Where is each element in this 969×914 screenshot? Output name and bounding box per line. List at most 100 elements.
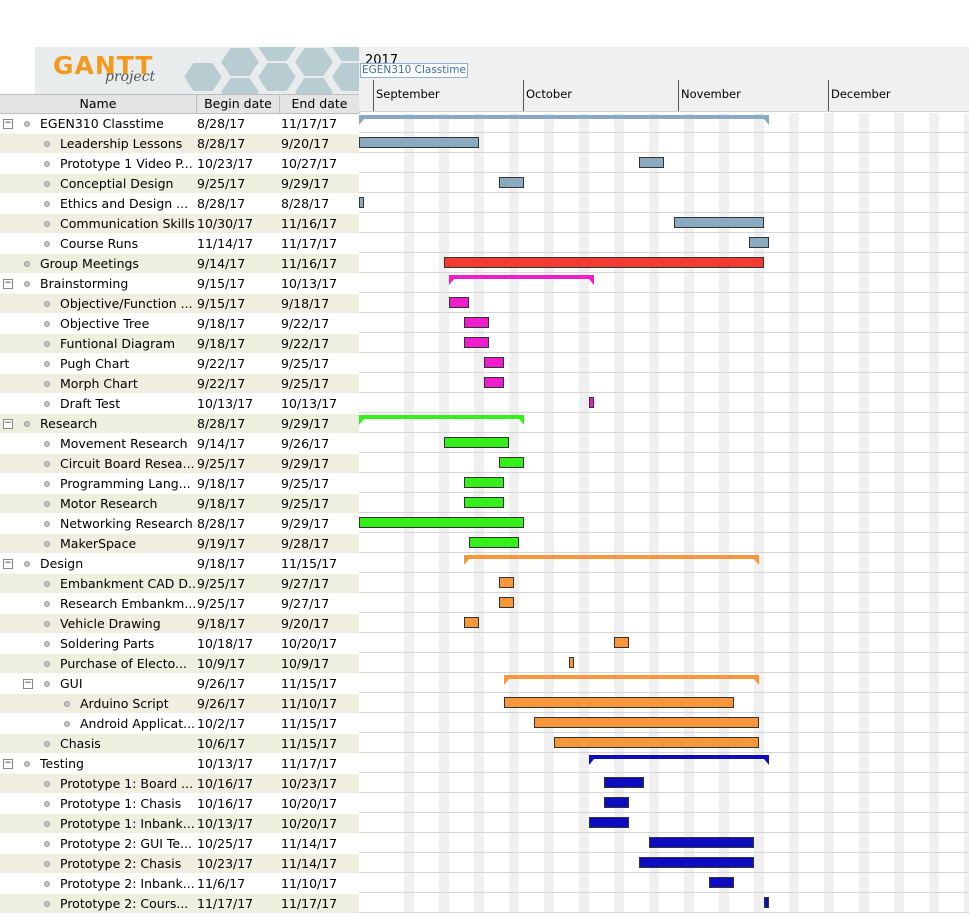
summary-bar[interactable]: [359, 115, 769, 125]
task-row[interactable]: − Brainstorming 9/15/17 10/13/17: [0, 274, 359, 294]
task-begin-date[interactable]: 9/25/17: [197, 176, 246, 191]
task-end-date[interactable]: 11/17/17: [281, 236, 338, 251]
task-row[interactable]: Leadership Lessons 8/28/17 9/20/17: [0, 134, 359, 154]
task-bar[interactable]: [589, 817, 629, 828]
task-name[interactable]: Funtional Diagram: [60, 336, 176, 351]
task-begin-date[interactable]: 11/6/17: [197, 876, 246, 891]
task-row[interactable]: Networking Research 8/28/17 9/29/17: [0, 514, 359, 534]
task-bar[interactable]: [359, 197, 364, 208]
task-end-date[interactable]: 10/13/17: [281, 396, 338, 411]
task-end-date[interactable]: 9/27/17: [281, 576, 330, 591]
task-end-date[interactable]: 9/25/17: [281, 376, 330, 391]
task-row[interactable]: Vehicle Drawing 9/18/17 9/20/17: [0, 614, 359, 634]
task-name[interactable]: Morph Chart: [60, 376, 138, 391]
task-bar[interactable]: [639, 857, 754, 868]
task-begin-date[interactable]: 11/17/17: [197, 896, 254, 911]
task-bar[interactable]: [484, 357, 504, 368]
collapse-toggle-icon[interactable]: −: [3, 278, 13, 289]
task-end-date[interactable]: 11/16/17: [281, 216, 338, 231]
task-end-date[interactable]: 11/10/17: [281, 876, 338, 891]
task-row[interactable]: Morph Chart 9/22/17 9/25/17: [0, 374, 359, 394]
task-begin-date[interactable]: 10/6/17: [197, 736, 246, 751]
task-row[interactable]: Objective Tree 9/18/17 9/22/17: [0, 314, 359, 334]
task-begin-date[interactable]: 10/30/17: [197, 216, 254, 231]
task-begin-date[interactable]: 10/23/17: [197, 856, 254, 871]
task-bar[interactable]: [639, 157, 664, 168]
task-begin-date[interactable]: 10/18/17: [197, 636, 254, 651]
collapse-toggle-icon[interactable]: −: [3, 418, 13, 429]
task-end-date[interactable]: 11/15/17: [281, 676, 338, 691]
collapse-toggle-icon[interactable]: −: [23, 678, 33, 689]
task-bar[interactable]: [674, 217, 764, 228]
task-row[interactable]: Circuit Board Resea... 9/25/17 9/29/17: [0, 454, 359, 474]
task-row[interactable]: − GUI 9/26/17 11/15/17: [0, 674, 359, 694]
task-row[interactable]: Pugh Chart 9/22/17 9/25/17: [0, 354, 359, 374]
task-begin-date[interactable]: 10/13/17: [197, 756, 254, 771]
task-name[interactable]: Objective Tree: [60, 316, 150, 331]
task-begin-date[interactable]: 10/2/17: [197, 716, 246, 731]
task-name[interactable]: Android Applicat...: [80, 716, 196, 731]
task-bar[interactable]: [484, 377, 504, 388]
task-bar[interactable]: [604, 777, 644, 788]
task-begin-date[interactable]: 9/18/17: [197, 336, 246, 351]
task-end-date[interactable]: 9/20/17: [281, 136, 330, 151]
task-bar[interactable]: [534, 717, 759, 728]
task-row[interactable]: Programming Lang... 9/18/17 9/25/17: [0, 474, 359, 494]
task-name[interactable]: GUI: [60, 676, 83, 691]
task-end-date[interactable]: 9/27/17: [281, 596, 330, 611]
task-row[interactable]: Prototype 2: Chasis 10/23/17 11/14/17: [0, 854, 359, 874]
task-name[interactable]: Prototype 1: Inbank...: [60, 816, 195, 831]
task-row[interactable]: Objective/Function ... 9/15/17 9/18/17: [0, 294, 359, 314]
task-bar[interactable]: [504, 697, 734, 708]
task-end-date[interactable]: 9/29/17: [281, 516, 330, 531]
task-end-date[interactable]: 11/17/17: [281, 756, 338, 771]
task-begin-date[interactable]: 9/25/17: [197, 456, 246, 471]
task-end-date[interactable]: 10/23/17: [281, 776, 338, 791]
task-name[interactable]: Vehicle Drawing: [60, 616, 161, 631]
task-bar[interactable]: [764, 897, 769, 908]
task-row[interactable]: Movement Research 9/14/17 9/26/17: [0, 434, 359, 454]
task-begin-date[interactable]: 8/28/17: [197, 416, 246, 431]
task-begin-date[interactable]: 9/25/17: [197, 576, 246, 591]
task-begin-date[interactable]: 9/18/17: [197, 316, 246, 331]
task-name[interactable]: Prototype 1 Video P...: [60, 156, 193, 171]
task-end-date[interactable]: 9/18/17: [281, 296, 330, 311]
task-name[interactable]: Draft Test: [60, 396, 121, 411]
task-begin-date[interactable]: 10/23/17: [197, 156, 254, 171]
task-end-date[interactable]: 10/27/17: [281, 156, 338, 171]
task-bar[interactable]: [749, 237, 769, 248]
task-begin-date[interactable]: 10/25/17: [197, 836, 254, 851]
task-begin-date[interactable]: 9/18/17: [197, 496, 246, 511]
task-bar[interactable]: [614, 637, 629, 648]
task-name[interactable]: Prototype 2: GUI Te...: [60, 836, 193, 851]
task-begin-date[interactable]: 10/13/17: [197, 396, 254, 411]
task-bar[interactable]: [569, 657, 574, 668]
begin-date-column-header[interactable]: Begin date: [197, 95, 280, 113]
task-end-date[interactable]: 10/13/17: [281, 276, 338, 291]
task-row[interactable]: Ethics and Design ... 8/28/17 8/28/17: [0, 194, 359, 214]
task-name[interactable]: Networking Research: [60, 516, 193, 531]
task-row[interactable]: − Testing 10/13/17 11/17/17: [0, 754, 359, 774]
task-row[interactable]: Communication Skills 10/30/17 11/16/17: [0, 214, 359, 234]
task-name[interactable]: Testing: [40, 756, 84, 771]
task-end-date[interactable]: 11/15/17: [281, 716, 338, 731]
task-row[interactable]: Arduino Script 9/26/17 11/10/17: [0, 694, 359, 714]
task-bar[interactable]: [589, 397, 594, 408]
task-bar[interactable]: [649, 837, 754, 848]
summary-bar[interactable]: [359, 415, 524, 425]
task-bar[interactable]: [359, 517, 524, 528]
task-bar[interactable]: [464, 337, 489, 348]
summary-bar[interactable]: [464, 555, 759, 565]
task-end-date[interactable]: 9/22/17: [281, 316, 330, 331]
task-row[interactable]: Funtional Diagram 9/18/17 9/22/17: [0, 334, 359, 354]
task-end-date[interactable]: 11/14/17: [281, 856, 338, 871]
task-begin-date[interactable]: 8/28/17: [197, 516, 246, 531]
task-begin-date[interactable]: 9/14/17: [197, 436, 246, 451]
task-name[interactable]: Brainstorming: [40, 276, 129, 291]
task-begin-date[interactable]: 9/19/17: [197, 536, 246, 551]
task-bar[interactable]: [464, 617, 479, 628]
task-name[interactable]: Research Embankm...: [60, 596, 196, 611]
task-name[interactable]: Group Meetings: [40, 256, 139, 271]
task-end-date[interactable]: 11/15/17: [281, 556, 338, 571]
task-name[interactable]: Soldering Parts: [60, 636, 155, 651]
